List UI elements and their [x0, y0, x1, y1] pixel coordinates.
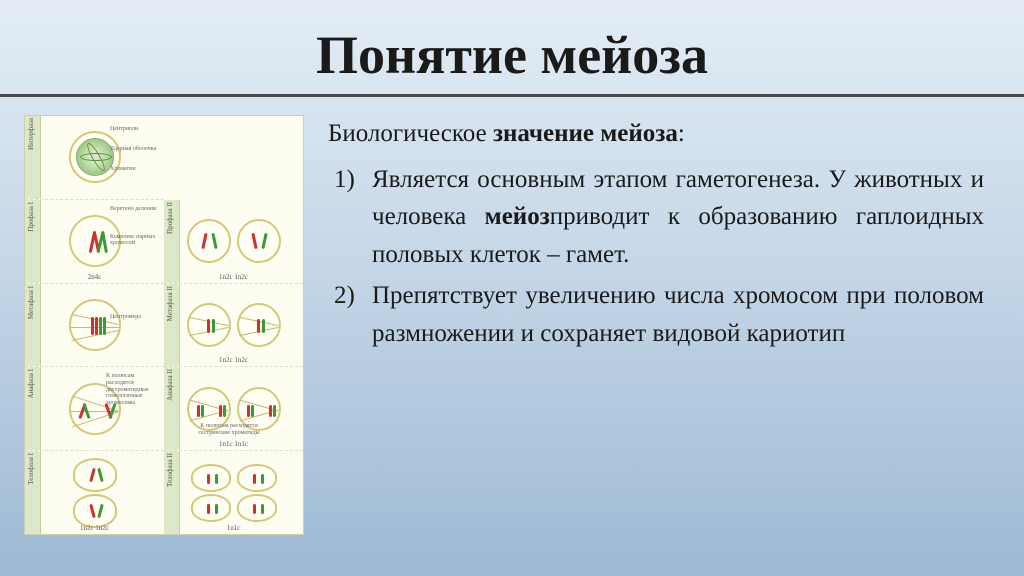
row-anaphase1: Анафаза I К полюсам расходятся двухромат… [25, 367, 164, 451]
content-row: Интерфаза Центриоли Ядерная оболочка Хро… [0, 115, 1024, 535]
formula-telophase2: 1n1c [164, 524, 303, 532]
row-telophase1: Телофаза I 1n2c 1n2c [25, 451, 164, 534]
cell-metaphase2a [187, 303, 231, 347]
item1-bold: мейоз [485, 203, 550, 230]
note-spindle: Веретено деления [110, 206, 160, 213]
row-prophase2: Профаза II 1n2c 1n2c [164, 200, 303, 284]
label-telophase2: Телофаза II [166, 453, 180, 487]
cell-metaphase2b [237, 303, 281, 347]
note-anaphase2: К полюсам расходятся сестринские хромати… [184, 423, 274, 436]
title-underline [0, 94, 1024, 97]
subtitle: Биологическое значение мейоза: [328, 115, 984, 153]
row-prophase1: Профаза I Веретено деления Комплекс парн… [25, 200, 164, 284]
cell-metaphase1 [69, 299, 121, 351]
cells-telophase2a [191, 464, 231, 522]
meiosis-diagram: Интерфаза Центриоли Ядерная оболочка Хро… [24, 115, 304, 535]
subtitle-bold: значение мейоза [493, 120, 678, 147]
label-metaphase2: Метафаза II [166, 286, 180, 321]
formula-metaphase2: 1n2c 1n2c [164, 356, 303, 364]
label-telophase1: Телофаза I [27, 453, 41, 485]
slide-title: Понятие мейоза [0, 0, 1024, 94]
formula-prophase1: 2n4c [25, 273, 164, 281]
note-anaphase1: К полюсам расходятся двухроматидные гомо… [106, 373, 162, 406]
label-prophase1: Профаза I [27, 202, 41, 232]
note-centromere: Центромера [110, 314, 160, 321]
label-anaphase2: Анафаза II [166, 369, 180, 401]
subtitle-pre: Биологическое [328, 120, 493, 147]
row-interphase: Интерфаза Центриоли Ядерная оболочка Хро… [25, 116, 164, 200]
label-metaphase1: Метафаза I [27, 286, 41, 319]
row-metaphase1: Метафаза I Центромера [25, 284, 164, 368]
significance-list: Является основным этапом гаметогенеза. У… [328, 161, 984, 353]
note-envelope: Ядерная оболочка [110, 146, 160, 153]
label-prophase2: Профаза II [166, 202, 180, 234]
row-metaphase2: Метафаза II 1n2c 1n2c [164, 284, 303, 368]
cell-interphase [69, 131, 121, 183]
formula-anaphase2: 1n1c 1n1c [164, 440, 303, 448]
label-anaphase1: Анафаза I [27, 369, 41, 399]
note-chromatin: Хроматин [110, 166, 160, 173]
cells-telophase1 [73, 458, 117, 528]
cells-telophase2b [237, 464, 277, 522]
list-item-1: Является основным этапом гаметогенеза. У… [328, 161, 984, 274]
item2-pre: Препятствует увеличению числа хромосом п… [372, 282, 984, 347]
note-bivalent: Комплекс парных хромосом [110, 234, 160, 247]
formula-telophase1: 1n2c 1n2c [25, 524, 164, 532]
cell-prophase2b [237, 219, 281, 263]
label-interphase: Интерфаза [27, 118, 41, 150]
row-telophase2: Телофаза II [164, 451, 303, 534]
subtitle-after: : [678, 120, 685, 147]
list-item-2: Препятствует увеличению числа хромосом п… [328, 277, 984, 352]
text-column: Биологическое значение мейоза: Является … [328, 115, 984, 535]
cell-prophase2a [187, 219, 231, 263]
diagram-col-1: Интерфаза Центриоли Ядерная оболочка Хро… [25, 116, 164, 534]
formula-prophase2: 1n2c 1n2c [164, 273, 303, 281]
row-anaphase2: Анафаза II [164, 367, 303, 451]
note-centrioli: Центриоли [110, 126, 160, 133]
diagram-col-2: Профаза II 1n2c 1n2c Метафаза II [164, 116, 303, 534]
